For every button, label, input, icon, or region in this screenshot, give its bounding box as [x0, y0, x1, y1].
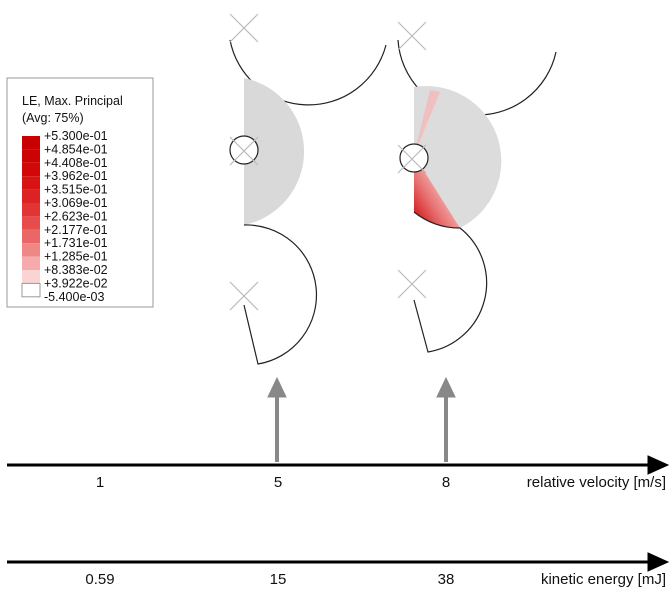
legend-label: +1.285e-01	[44, 250, 108, 264]
axis-label: relative velocity [m/s]	[527, 474, 666, 491]
legend-label: +4.854e-01	[44, 142, 108, 156]
legend-label: +2.623e-01	[44, 209, 108, 223]
legend-label: +1.731e-01	[44, 236, 108, 250]
legend-swatch	[22, 216, 40, 229]
indicator-arrows	[268, 378, 455, 462]
left-model	[230, 14, 386, 364]
legend: LE, Max. Principal (Avg: 75%) +5.300e-01…	[7, 78, 153, 307]
legend-label: +2.177e-01	[44, 223, 108, 237]
legend-label: +5.300e-01	[44, 129, 108, 143]
legend-swatch	[22, 190, 40, 203]
legend-label: +3.069e-01	[44, 196, 108, 210]
legend-label: +3.922e-02	[44, 276, 108, 290]
axis-tick-label: 38	[438, 571, 455, 588]
legend-label: +3.515e-01	[44, 183, 108, 197]
legend-label: +4.408e-01	[44, 156, 108, 170]
axis-tick-label: 15	[270, 571, 287, 588]
axis-tick-label: 0.59	[85, 571, 114, 588]
axis-tick-label: 5	[274, 474, 282, 491]
axis-tick-label: 8	[442, 474, 450, 491]
legend-swatch	[22, 176, 40, 189]
legend-swatch	[22, 243, 40, 256]
legend-label: -5.400e-03	[44, 290, 105, 304]
axis-tick-label: 1	[96, 474, 104, 491]
legend-swatch	[22, 270, 40, 283]
legend-swatch	[22, 230, 40, 243]
legend-label: +8.383e-02	[44, 263, 108, 277]
legend-swatch	[22, 203, 40, 216]
legend-swatch	[22, 163, 40, 176]
right-model	[398, 22, 556, 352]
legend-title: LE, Max. Principal	[22, 94, 123, 108]
legend-swatch	[22, 257, 40, 270]
axis-label: kinetic energy [mJ]	[541, 571, 666, 588]
legend-subtitle: (Avg: 75%)	[22, 111, 84, 125]
legend-swatch	[22, 136, 40, 149]
legend-swatch	[22, 149, 40, 162]
figure: LE, Max. Principal (Avg: 75%) +5.300e-01…	[0, 0, 671, 592]
legend-label: +3.962e-01	[44, 169, 108, 183]
legend-swatch	[22, 283, 40, 296]
